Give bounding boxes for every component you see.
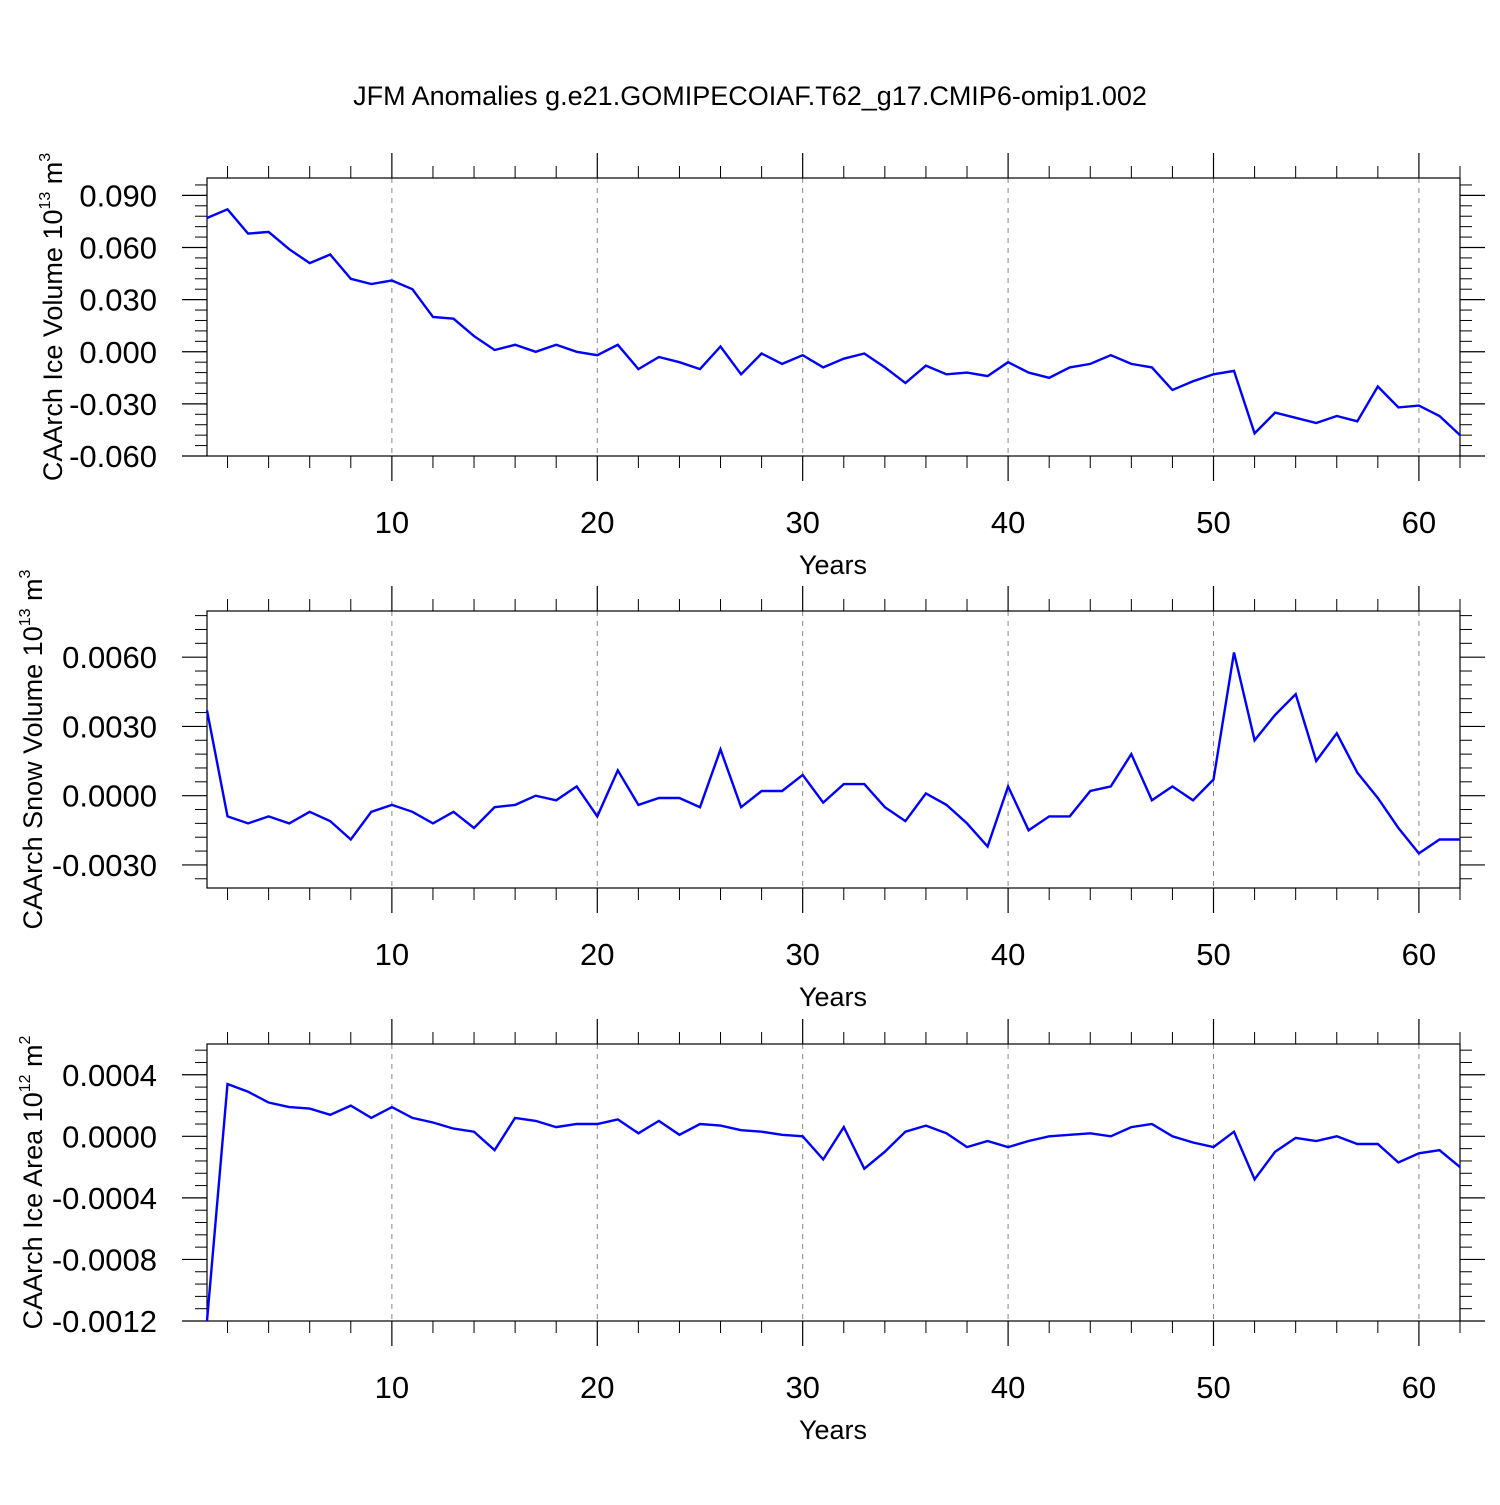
x-tick-label: 40 bbox=[991, 1370, 1025, 1405]
y-axis-title-unit: m bbox=[18, 1044, 48, 1074]
y-axis-title-text: CAArch Snow Volume 10 bbox=[18, 626, 48, 929]
y-tick-label: 0.030 bbox=[79, 283, 157, 318]
y-tick-label: 0.060 bbox=[79, 231, 157, 266]
y-tick-label: -0.0012 bbox=[52, 1304, 157, 1339]
y-tick-label: 0.0060 bbox=[62, 640, 157, 675]
y-tick-label: 0.0000 bbox=[62, 1119, 157, 1154]
x-tick-label: 60 bbox=[1402, 1370, 1436, 1405]
y-tick-label: -0.0030 bbox=[52, 848, 157, 883]
y-tick-label: 0.0000 bbox=[62, 779, 157, 814]
x-tick-label: 40 bbox=[991, 505, 1025, 540]
x-tick-label: 50 bbox=[1196, 505, 1230, 540]
x-tick-label: 20 bbox=[580, 505, 614, 540]
chart-title: JFM Anomalies g.e21.GOMIPECOIAF.T62_g17.… bbox=[353, 81, 1147, 111]
x-tick-label: 30 bbox=[785, 1370, 819, 1405]
y-axis-title-exponent: 13 bbox=[17, 608, 34, 626]
x-tick-label: 40 bbox=[991, 937, 1025, 972]
x-tick-label: 60 bbox=[1402, 937, 1436, 972]
y-axis-title-unit-exponent: 3 bbox=[37, 153, 54, 162]
y-tick-label: 0.090 bbox=[79, 178, 157, 213]
x-tick-label: 30 bbox=[785, 937, 819, 972]
x-tick-label: 30 bbox=[785, 505, 819, 540]
y-tick-label: 0.0030 bbox=[62, 709, 157, 744]
y-axis-title-unit: m bbox=[18, 578, 48, 608]
x-tick-label: 10 bbox=[375, 505, 409, 540]
x-tick-label: 50 bbox=[1196, 1370, 1230, 1405]
y-tick-label: -0.0008 bbox=[52, 1242, 157, 1277]
y-axis-title-unit-exponent: 2 bbox=[17, 1035, 34, 1044]
y-axis-title-exponent: 12 bbox=[17, 1074, 34, 1092]
x-axis-title: Years bbox=[799, 982, 867, 1012]
x-axis-title: Years bbox=[799, 1415, 867, 1445]
y-tick-label: 0.000 bbox=[79, 335, 157, 370]
y-tick-label: -0.060 bbox=[69, 439, 157, 474]
y-axis-title-unit-exponent: 3 bbox=[17, 569, 34, 578]
y-tick-label: -0.0004 bbox=[52, 1181, 157, 1216]
x-axis-title: Years bbox=[799, 550, 867, 580]
x-tick-label: 10 bbox=[375, 1370, 409, 1405]
y-axis-title-text: CAArch Ice Area 10 bbox=[18, 1092, 48, 1329]
y-tick-label: -0.030 bbox=[69, 387, 157, 422]
x-tick-label: 20 bbox=[580, 1370, 614, 1405]
x-tick-label: 60 bbox=[1402, 505, 1436, 540]
x-tick-label: 20 bbox=[580, 937, 614, 972]
y-tick-label: 0.0004 bbox=[62, 1058, 157, 1093]
y-axis-title-exponent: 13 bbox=[37, 192, 54, 210]
y-axis-title-text: CAArch Ice Volume 10 bbox=[38, 210, 68, 482]
x-tick-label: 50 bbox=[1196, 937, 1230, 972]
x-tick-label: 10 bbox=[375, 937, 409, 972]
y-axis-title-unit: m bbox=[38, 162, 68, 192]
